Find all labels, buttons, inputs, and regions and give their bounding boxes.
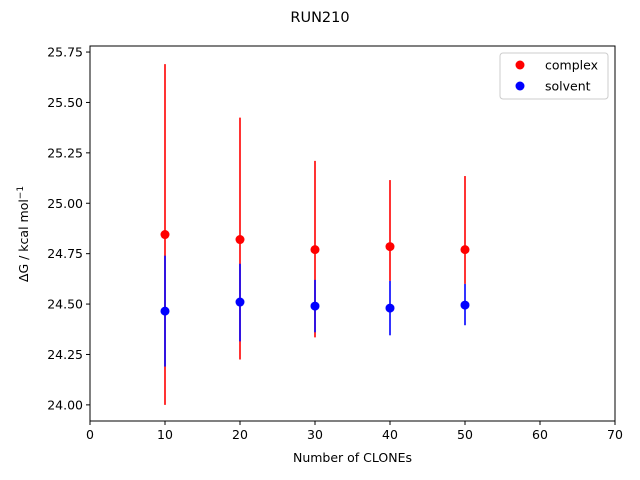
solvent-point xyxy=(460,300,470,310)
solvent-point xyxy=(160,306,170,316)
legend-label-solvent: solvent xyxy=(545,79,591,94)
y-tick-label: 24.75 xyxy=(47,246,83,261)
svg-text:ΔG / kcal mol−1: ΔG / kcal mol−1 xyxy=(16,186,31,282)
legend-box xyxy=(499,52,609,100)
x-tick-label: 50 xyxy=(457,427,473,442)
y-tick-label: 24.00 xyxy=(47,397,83,412)
legend-label-complex: complex xyxy=(545,58,598,73)
chart-title: RUN210 xyxy=(290,10,349,26)
y-tick-label: 24.25 xyxy=(47,347,83,362)
x-tick-label: 30 xyxy=(307,427,323,442)
axis-ticks: 0 10 20 30 40 50 60 70 24.00 24.25 24.50 24.75 25.00… xyxy=(47,45,623,442)
x-tick-label: 60 xyxy=(532,427,548,442)
y-tick-label: 25.50 xyxy=(47,95,83,110)
x-tick-label: 70 xyxy=(607,427,623,442)
x-tick-label: 10 xyxy=(157,427,173,442)
legend-marker-solvent xyxy=(515,81,525,91)
complex-point xyxy=(385,242,395,252)
legend: complex solvent xyxy=(499,52,609,100)
complex-point xyxy=(460,245,470,255)
solvent-point xyxy=(235,297,245,307)
solvent-point xyxy=(385,303,395,313)
complex-point xyxy=(160,230,170,240)
legend-marker-complex xyxy=(515,60,525,70)
y-axis-label: ΔG / kcal mol−1 xyxy=(16,186,31,282)
x-tick-label: 40 xyxy=(382,427,398,442)
y-axis-label-exponent: −1 xyxy=(16,186,26,199)
solvent-point xyxy=(310,301,320,311)
plot-frame xyxy=(89,45,616,422)
x-axis-label: Number of CLONEs xyxy=(293,450,412,465)
y-tick-label: 25.00 xyxy=(47,196,83,211)
complex-point xyxy=(235,235,245,245)
x-tick-label: 20 xyxy=(232,427,248,442)
x-tick-label: 0 xyxy=(86,427,94,442)
y-tick-label: 24.50 xyxy=(47,297,83,312)
y-tick-label: 25.25 xyxy=(47,145,83,160)
y-axis-label-main: ΔG / kcal mol xyxy=(16,199,31,282)
complex-point xyxy=(310,245,320,255)
data-points xyxy=(160,230,470,316)
error-bars xyxy=(164,64,466,405)
y-tick-label: 25.75 xyxy=(47,45,83,60)
